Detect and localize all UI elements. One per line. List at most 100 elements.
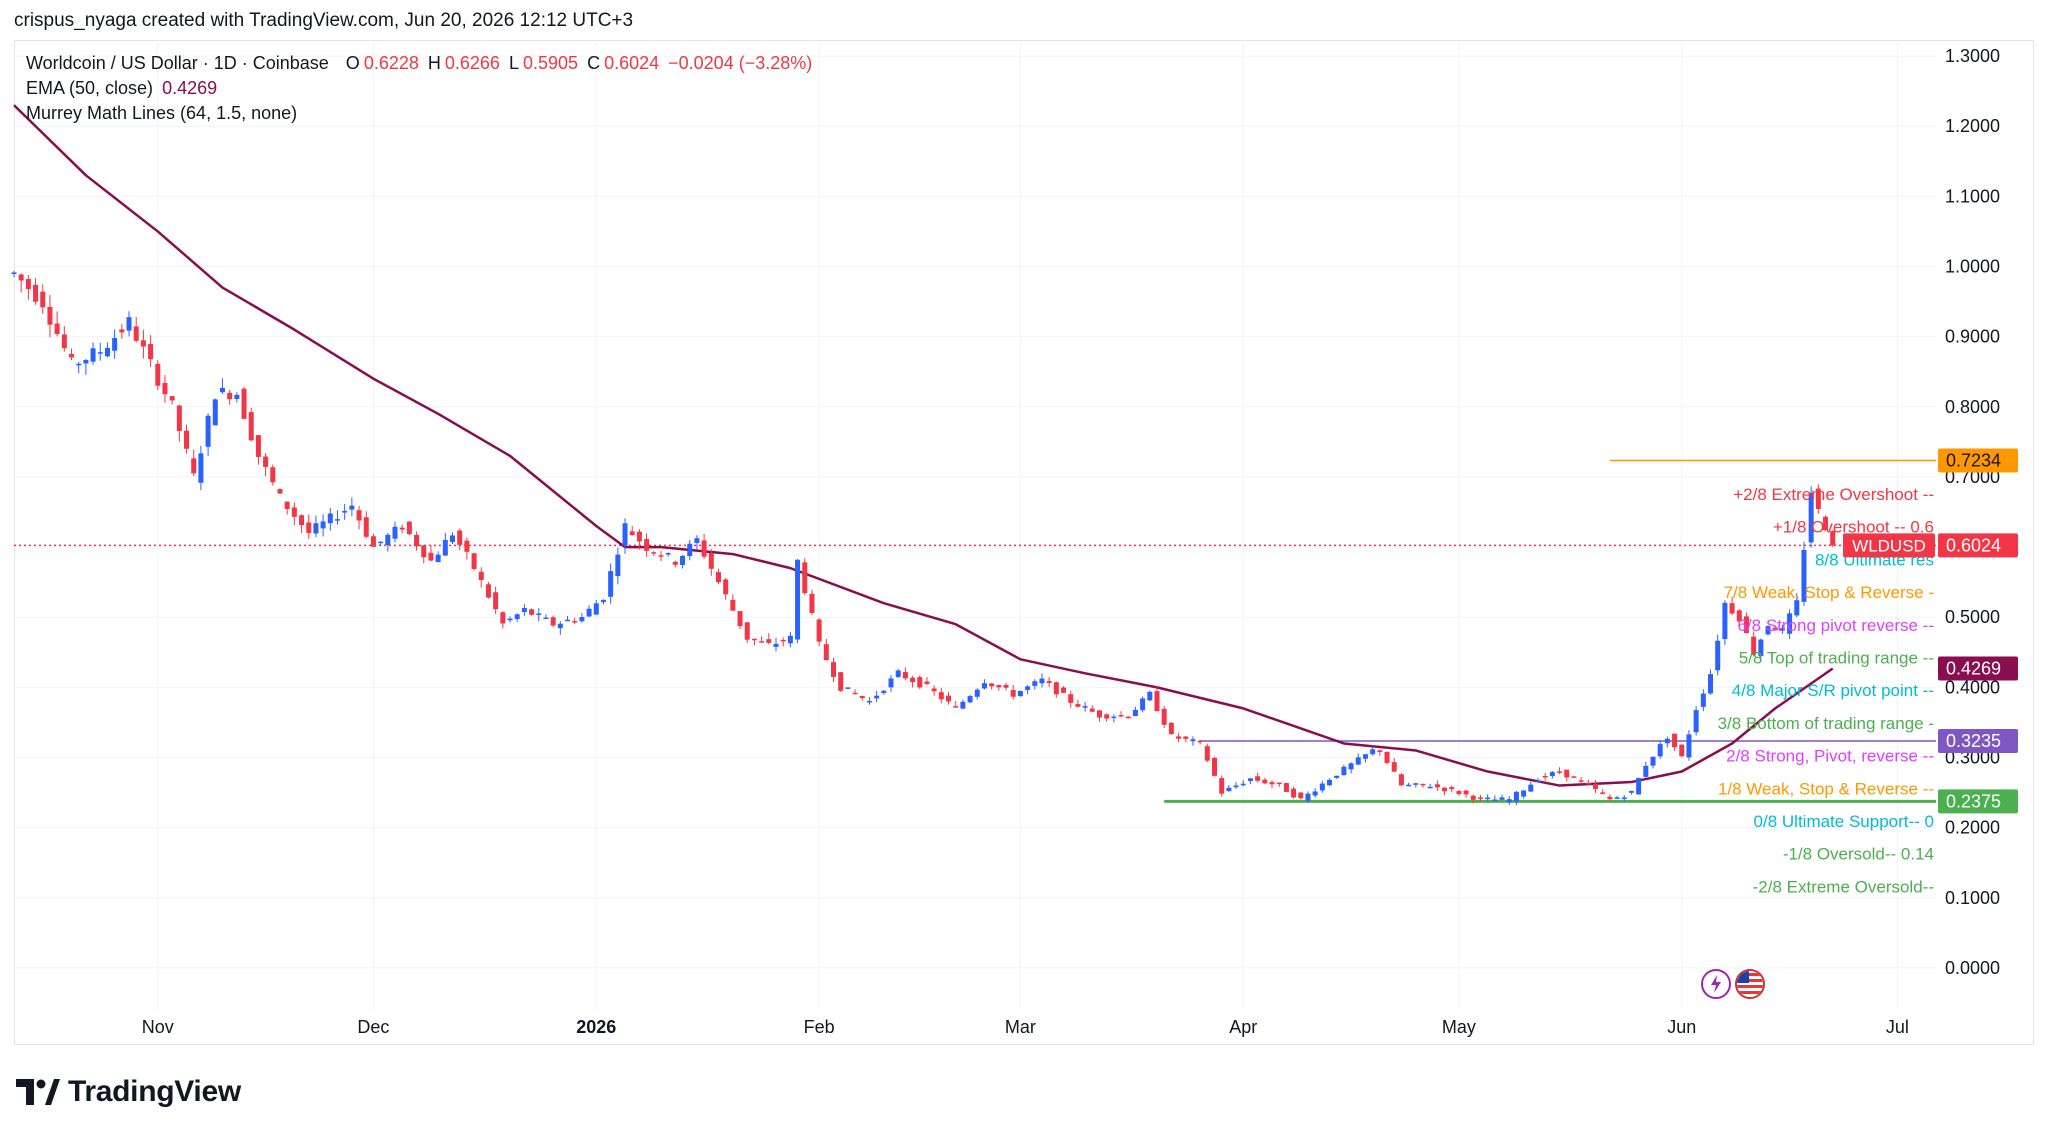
price-label-text: 0.7234 [1946,451,2001,471]
candle-body [1830,531,1836,546]
candle-body [507,618,513,621]
murrey-label: -1/8 Oversold-- 0.14 [1783,845,1934,864]
candle-body [1355,757,1361,765]
candle-body [1672,733,1678,748]
candle-body [1089,708,1095,712]
candle-body [104,347,110,357]
candle-body [1492,799,1498,802]
candle-body [1140,698,1146,711]
candle-body [356,510,362,521]
candle-body [1305,793,1311,801]
candle-body [816,619,822,642]
candle-body [1255,776,1261,781]
candle-body [1262,779,1268,784]
candle-body [579,617,585,622]
murrey-label: +1/8 Overshoot -- 0.6 [1773,518,1934,537]
y-tick-label: 1.0000 [1945,257,2000,277]
candle-body [895,670,901,677]
candle-body [1176,736,1182,739]
x-tick-label: 2026 [576,1017,616,1037]
candle-body [334,519,340,521]
candle-body [787,635,793,644]
candle-body [270,467,276,483]
candle-body [1226,787,1232,792]
chart-frame[interactable] [14,40,2034,1045]
candle-body [694,538,700,543]
murrey-label: 7/8 Weak, Stop & Reverse - [1724,583,1934,602]
candle-body [1068,694,1074,703]
ema-label: EMA (50, close) [26,78,154,98]
candle-body [1535,780,1541,783]
candle-body [1628,790,1634,793]
candle-body [291,507,297,517]
candle-body [1082,706,1088,708]
candle-body [1686,734,1692,758]
candle-body [40,291,46,308]
candle-body [1679,744,1685,757]
candle-body [1477,797,1483,799]
candle-body [550,617,556,626]
price-label-box [1938,789,2018,814]
candle-body [191,458,197,474]
ema-line-group [13,104,1834,787]
candle-body [284,501,290,509]
candle-body [1017,690,1023,697]
candle-body [421,545,427,558]
x-tick-label: Jun [1667,1017,1696,1037]
open-label: O [345,53,360,73]
candle-body [69,354,75,358]
candle-body [90,348,96,362]
candle-body [543,617,549,620]
candle-body [866,700,872,703]
us-flag-icon[interactable] [1735,969,1765,999]
candle-body [981,683,987,689]
candle-body [1657,744,1663,757]
candle-body [658,555,664,557]
candle-body [1154,691,1160,712]
candle-body [888,678,894,688]
candle-body [1219,778,1225,794]
candle-body [1549,772,1555,777]
candle-body [399,527,405,530]
candle-body [715,572,721,583]
x-tick-label: Jul [1886,1017,1909,1037]
candle-body [1571,776,1577,778]
candle-body [1348,763,1354,770]
candle-body [1427,786,1433,789]
candle-body [989,683,995,687]
x-tick-label: Apr [1229,1017,1257,1037]
candle-body [1420,783,1426,786]
candle-body [370,536,376,547]
candle-body [1513,791,1519,802]
symbol-title[interactable]: Worldcoin / US Dollar · 1D · Coinbase [26,53,329,73]
candle-body [730,599,736,611]
candle-body [169,396,175,401]
candle-body [651,552,657,554]
candle-body [1564,769,1570,778]
legend-ema[interactable]: EMA (50, close) 0.4269 [26,78,221,99]
legend-murrey[interactable]: Murrey Math Lines (64, 1.5, none) [26,103,301,124]
legend-ohlc: Worldcoin / US Dollar · 1D · Coinbase O 0… [26,53,816,74]
candle-body [320,521,326,529]
lightning-icon[interactable] [1701,969,1731,999]
candle-body [586,608,592,617]
candle-body [299,515,305,526]
candle-body [795,559,801,640]
candle-body [442,539,448,556]
price-label-box [1938,533,2018,558]
candle-body [97,352,103,354]
candle-body [1319,783,1325,791]
candles [11,270,1836,806]
candle-body [1168,722,1174,735]
candle-body [1233,785,1239,788]
candle-body [1075,704,1081,707]
candle-body [1643,765,1649,777]
candle-body [112,338,118,351]
high-value: 0.6266 [444,53,500,73]
candle-body [327,513,333,524]
candle-body [644,539,650,551]
candle-body [1779,628,1785,631]
tradingview-logo[interactable]: TradingView [16,1074,241,1110]
y-tick-label: 1.1000 [1945,186,2000,206]
